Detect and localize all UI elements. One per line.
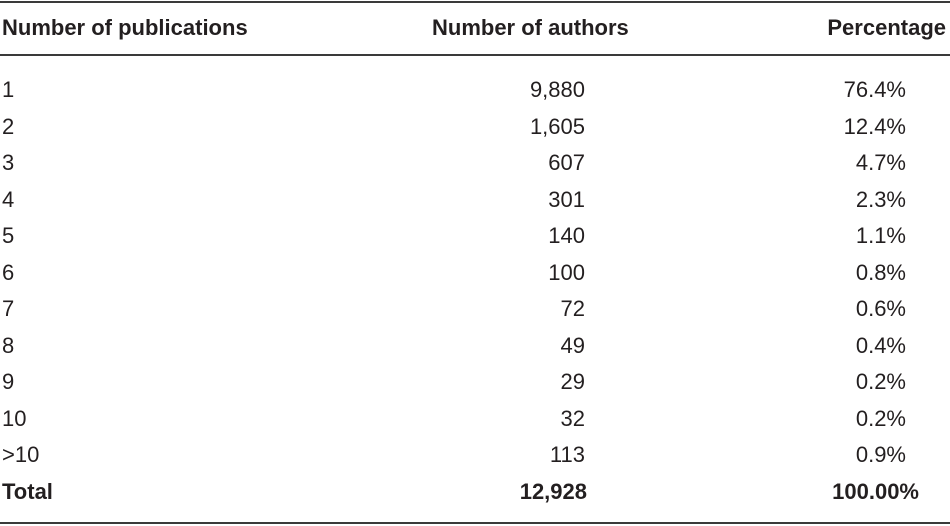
bottom-rule [0, 522, 950, 524]
author-count: 1,605 [529, 113, 585, 139]
row-label: 4 [2, 186, 15, 212]
row-label: 7 [2, 296, 15, 321]
row-label: 3 [2, 150, 15, 175]
percentage: 12.4% [843, 113, 906, 139]
total-count: 12,928 [519, 478, 587, 504]
top-rule [0, 1, 950, 3]
author-count: 9,880 [529, 77, 585, 102]
row-label: 5 [2, 223, 15, 248]
row-label: 1 [2, 77, 15, 102]
header-cell: Number of authors [432, 15, 629, 40]
header-cell: Percentage [827, 15, 946, 40]
header-cell: Number of publications [2, 15, 248, 40]
author-count: 607 [548, 150, 585, 175]
header-rule [0, 54, 950, 56]
author-count: 100 [548, 259, 585, 285]
row-label: 10 [2, 405, 27, 431]
percentage: 0.2% [855, 369, 906, 394]
author-count: 140 [548, 223, 585, 248]
row-label: 2 [2, 113, 15, 139]
total-label: Total [2, 478, 53, 504]
author-count: 29 [560, 369, 585, 394]
percentage: 76.4% [843, 77, 906, 102]
percentage: 0.6% [855, 296, 906, 321]
row-label: 8 [2, 332, 15, 358]
percentage: 0.4% [855, 332, 906, 358]
author-count: 72 [560, 296, 585, 321]
row-label: 6 [2, 259, 15, 285]
author-count: 49 [560, 332, 585, 358]
author-count: 113 [549, 442, 585, 467]
percentage: 1.1% [855, 223, 906, 248]
author-count: 301 [548, 186, 585, 212]
percentage: 4.7% [855, 150, 906, 175]
percentage: 0.8% [855, 259, 906, 285]
author-count: 32 [560, 405, 585, 431]
total-percentage: 100.00% [832, 478, 919, 504]
percentage: 2.3% [855, 186, 906, 212]
percentage: 0.9% [855, 442, 906, 467]
row-label: 9 [2, 369, 15, 394]
percentage: 0.2% [855, 405, 906, 431]
row-label: >10 [2, 442, 40, 467]
